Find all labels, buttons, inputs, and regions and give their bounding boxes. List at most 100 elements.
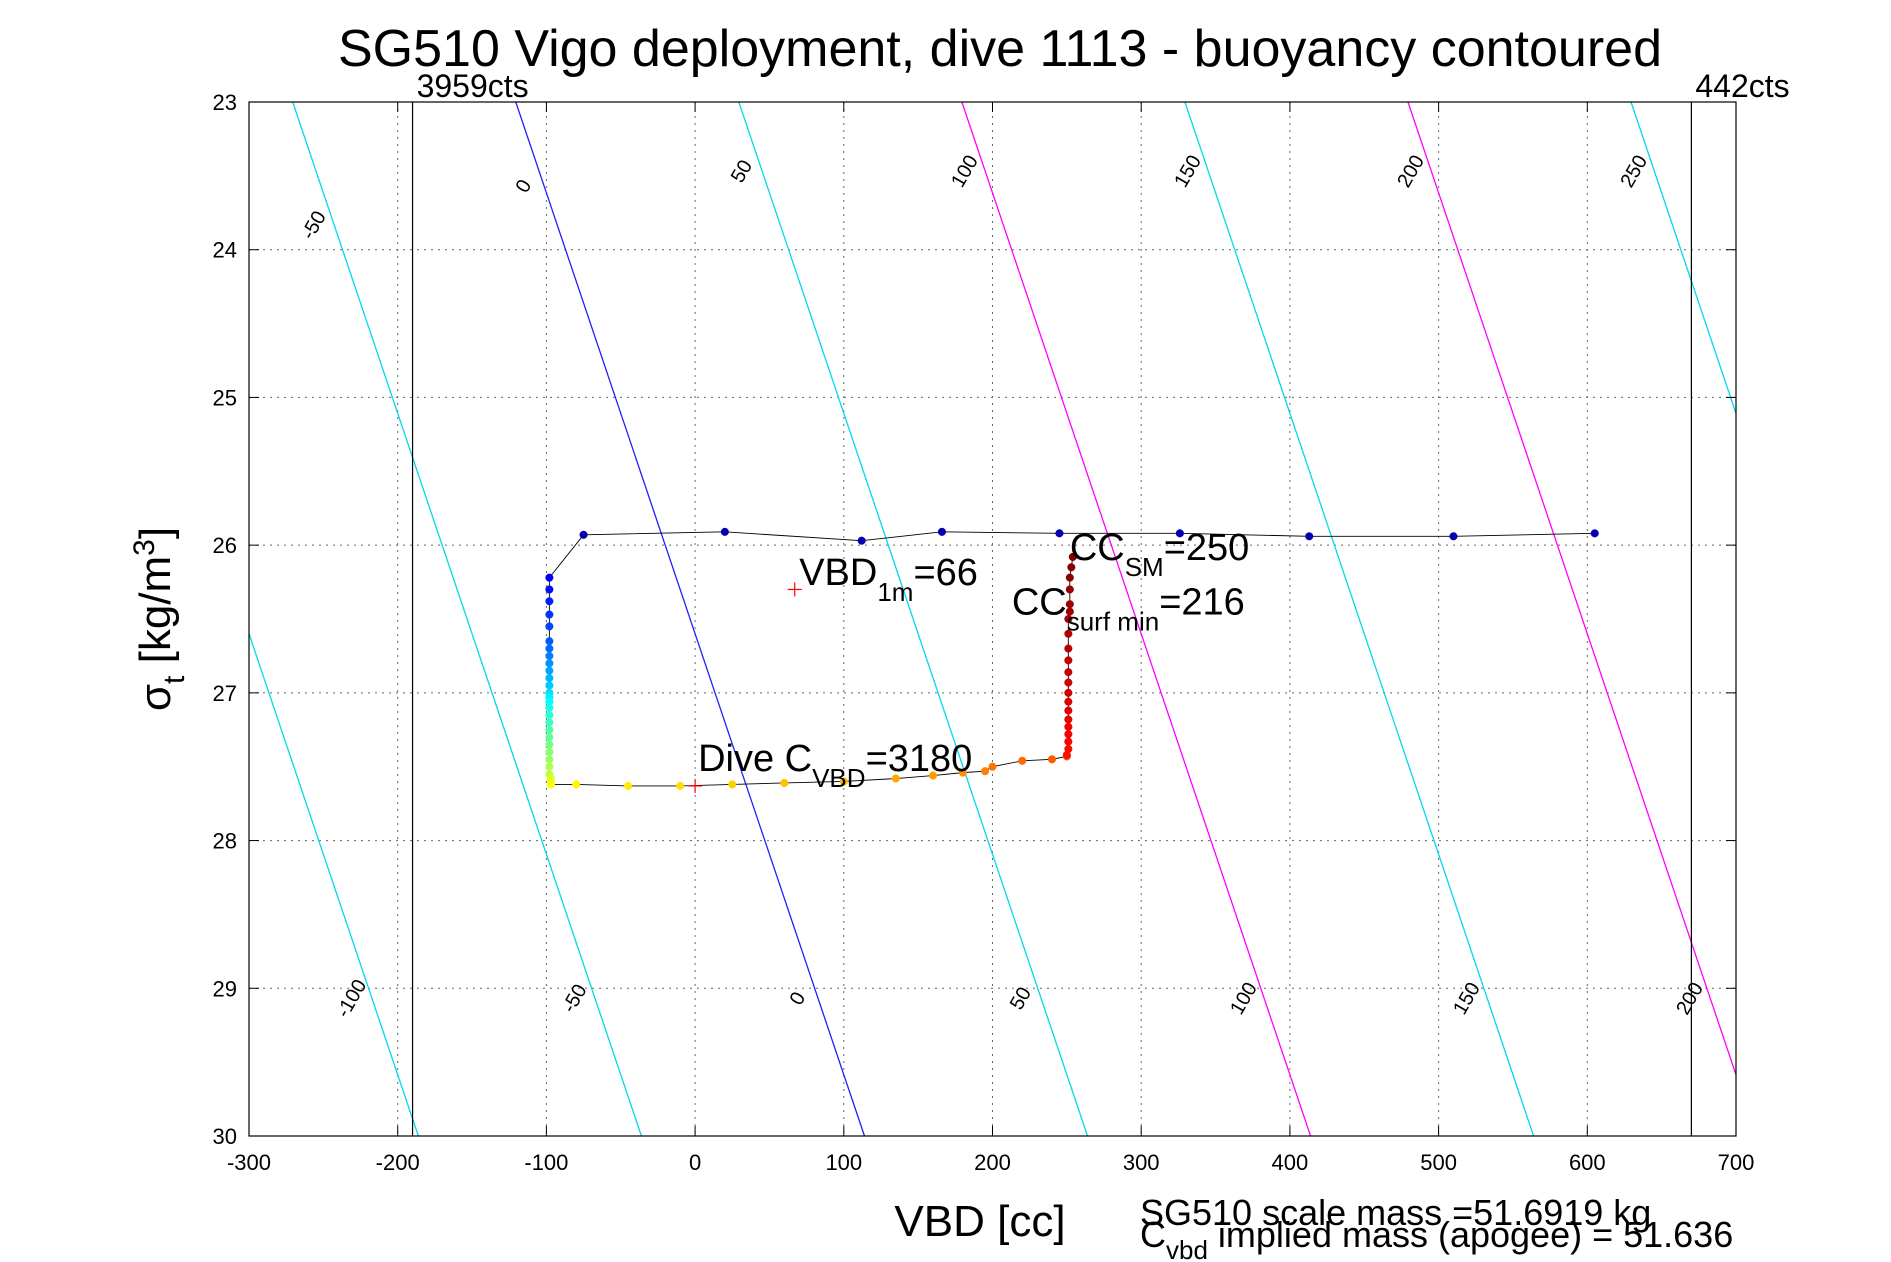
ylabel-close: ] xyxy=(131,527,180,539)
y-axis-label: σt [kg/m3] xyxy=(128,527,191,711)
surface-point xyxy=(1590,529,1599,538)
descent-point xyxy=(545,733,554,742)
descent-point xyxy=(545,659,554,668)
surface-point xyxy=(579,530,588,539)
red-markers xyxy=(688,582,802,793)
contour-line xyxy=(515,102,866,1136)
annotation-main: VBD xyxy=(799,552,877,594)
count-limit-lines: 3959cts 442cts xyxy=(411,68,1790,1136)
ascent-point xyxy=(1064,706,1073,715)
surface-point xyxy=(937,527,946,536)
descent-point xyxy=(545,637,554,646)
y-tick-label: 28 xyxy=(213,829,237,854)
bottom-point xyxy=(981,767,990,776)
annotation-sub: 1m xyxy=(877,577,913,607)
annotation-sub: VBD xyxy=(812,763,865,793)
annotation-ccsm: CCSM=250 xyxy=(1070,527,1249,582)
descent-point xyxy=(545,710,554,720)
ylabel-unit: [kg/m xyxy=(131,556,180,676)
ascent-point xyxy=(1064,629,1073,638)
x-tick-label: 100 xyxy=(825,1150,862,1175)
y-tick-label: 25 xyxy=(213,385,237,410)
y-tick-label: 29 xyxy=(213,976,237,1001)
x-tick-label: -100 xyxy=(524,1150,568,1175)
annotation-divecvbd: Dive CVBD=3180 xyxy=(698,738,972,793)
ylabel-sup: 3 xyxy=(128,539,161,556)
x-tick-label: 700 xyxy=(1718,1150,1755,1175)
descent-point xyxy=(545,755,554,764)
x-tick-label: 600 xyxy=(1569,1150,1606,1175)
surface-point xyxy=(720,527,729,536)
x-tick-label: 0 xyxy=(689,1150,701,1175)
contour-line xyxy=(961,102,1312,1136)
ascent-point xyxy=(1068,552,1077,562)
surface-point xyxy=(857,536,866,545)
annotation-suffix: =250 xyxy=(1164,527,1250,569)
ascent-point xyxy=(1064,688,1073,697)
annotation-main: CC xyxy=(1070,527,1125,569)
ascent-point xyxy=(1064,656,1073,665)
y-tick-label: 30 xyxy=(213,1124,237,1149)
surface-point xyxy=(1305,532,1314,541)
bottom-point xyxy=(1018,756,1027,765)
descent-point xyxy=(545,644,554,653)
descent-point xyxy=(545,674,554,683)
contour-line xyxy=(1407,102,1736,1077)
bottom-point xyxy=(958,768,967,777)
y-axis-label-text: σt [kg/m3] xyxy=(128,527,191,711)
descent-point xyxy=(545,718,554,727)
implied-suffix: implied mass (apogee) = 51.636 xyxy=(1208,1214,1733,1255)
implied-mass-text: Cvbd implied mass (apogee) = 51.636 xyxy=(1140,1214,1733,1262)
x-tick-label: 400 xyxy=(1272,1150,1309,1175)
ascent-point xyxy=(1064,737,1073,746)
bottom-point xyxy=(839,777,848,786)
descent-point xyxy=(545,725,554,734)
ascent-point xyxy=(1064,730,1073,739)
contour-line xyxy=(249,631,419,1136)
annotation-suffix: =66 xyxy=(913,552,977,594)
ascent-point xyxy=(1064,722,1073,731)
count-label: 3959cts xyxy=(417,68,529,104)
descent-point xyxy=(545,747,554,756)
ascent-point xyxy=(1065,585,1074,594)
ascent-point xyxy=(1064,744,1073,754)
descent-point xyxy=(545,740,554,749)
bottom-point xyxy=(928,771,938,780)
descent-point xyxy=(545,622,554,631)
bottom-point xyxy=(728,780,737,789)
ascent-point xyxy=(1064,644,1073,653)
contour-line xyxy=(292,102,643,1136)
axis-ticks: -300 -200 -100 0 100 200 300 400 500 600 700 23 24 25… xyxy=(213,90,1755,1175)
surface-point xyxy=(1175,529,1184,538)
ylabel-main: σ xyxy=(131,684,180,711)
ascent-point xyxy=(1064,668,1073,677)
y-tick-label: 23 xyxy=(213,90,237,115)
descent-point xyxy=(545,666,554,675)
annotation-suffix: =3180 xyxy=(866,738,973,780)
x-tick-label: -200 xyxy=(376,1150,420,1175)
surface-point xyxy=(1449,532,1458,541)
descent-point xyxy=(545,651,554,660)
descent-point xyxy=(545,681,554,690)
y-tick-label: 27 xyxy=(213,681,237,706)
descent-point xyxy=(545,610,554,619)
descent-point xyxy=(545,585,554,594)
descent-point xyxy=(545,573,554,582)
scale-mass-text: SG510 scale mass =51.6919 kg xyxy=(1140,1192,1651,1233)
contour-line xyxy=(1184,102,1535,1136)
x-tick-label: 300 xyxy=(1123,1150,1160,1175)
contour-line xyxy=(1630,102,1736,416)
bottom-point xyxy=(624,781,633,790)
ascent-point xyxy=(1064,678,1073,687)
y-tick-label: 26 xyxy=(213,533,237,558)
annotation-sub: surf min xyxy=(1067,607,1159,637)
contour-line xyxy=(738,102,1089,1136)
bottom-point xyxy=(676,781,685,790)
descent-point xyxy=(545,597,554,606)
y-tick-label: 24 xyxy=(213,238,237,263)
bottom-point xyxy=(572,780,581,789)
x-tick-label: -300 xyxy=(227,1150,271,1175)
